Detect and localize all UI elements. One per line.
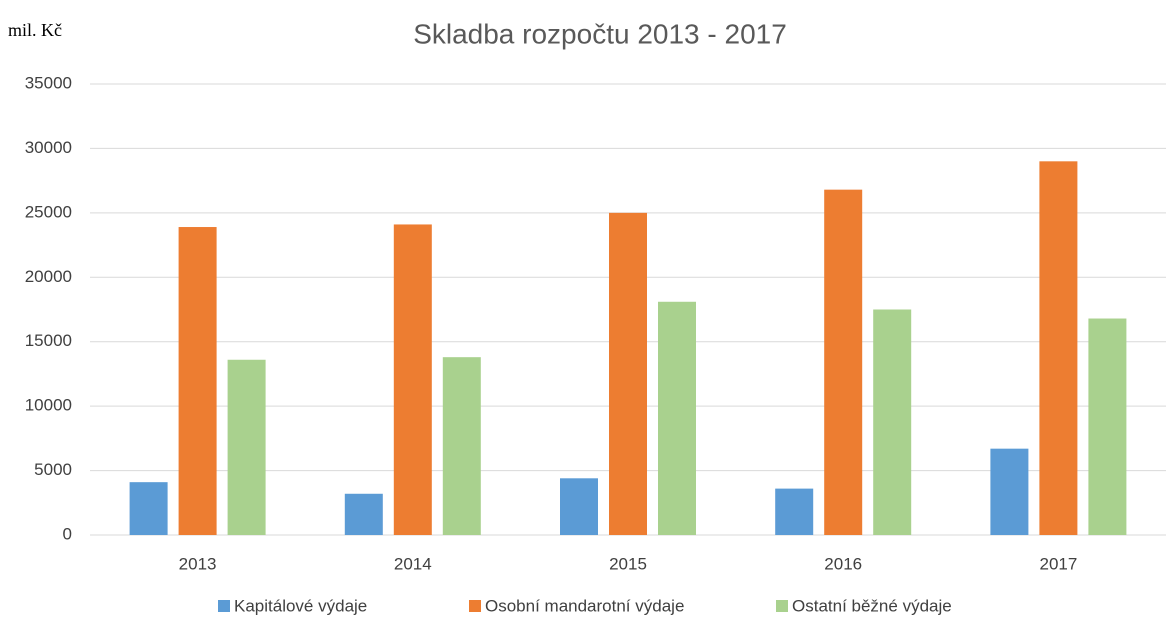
legend-label: Ostatní běžné výdaje: [792, 596, 952, 615]
bar: [990, 448, 1029, 535]
bar: [873, 309, 912, 535]
bar: [1088, 318, 1127, 535]
y-tick-label: 30000: [25, 138, 72, 157]
x-tick-label: 2016: [824, 554, 862, 573]
x-tick-label: 2015: [609, 554, 647, 573]
y-tick-label: 20000: [25, 267, 72, 286]
y-tick-label: 5000: [34, 460, 72, 479]
x-tick-label: 2017: [1039, 554, 1077, 573]
bar: [344, 493, 383, 535]
y-tick-label: 35000: [25, 73, 72, 92]
bar: [442, 357, 481, 535]
bar: [129, 482, 168, 535]
bar: [609, 212, 647, 535]
y-tick-label: 25000: [25, 202, 72, 221]
bar: [393, 224, 432, 535]
y-tick-label: 0: [63, 524, 72, 543]
bar: [178, 227, 217, 535]
y-tick-label: 10000: [25, 396, 72, 415]
x-tick-label: 2014: [394, 554, 432, 573]
chart-title: Skladba rozpočtu 2013 - 2017: [413, 18, 787, 49]
y-tick-label: 15000: [25, 331, 72, 350]
legend-label: Kapitálové výdaje: [234, 596, 367, 615]
x-tick-label: 2013: [179, 554, 217, 573]
legend-swatch: [469, 600, 481, 612]
bar: [560, 478, 598, 535]
y-axis-label: mil. Kč: [8, 20, 62, 40]
legend-swatch: [218, 600, 230, 612]
bar: [824, 189, 863, 536]
bar: [658, 301, 696, 535]
bar: [1039, 161, 1078, 536]
bar: [227, 359, 266, 535]
bar: [775, 488, 814, 535]
legend-label: Osobní mandarotní výdaje: [485, 596, 684, 615]
legend-swatch: [776, 600, 788, 612]
